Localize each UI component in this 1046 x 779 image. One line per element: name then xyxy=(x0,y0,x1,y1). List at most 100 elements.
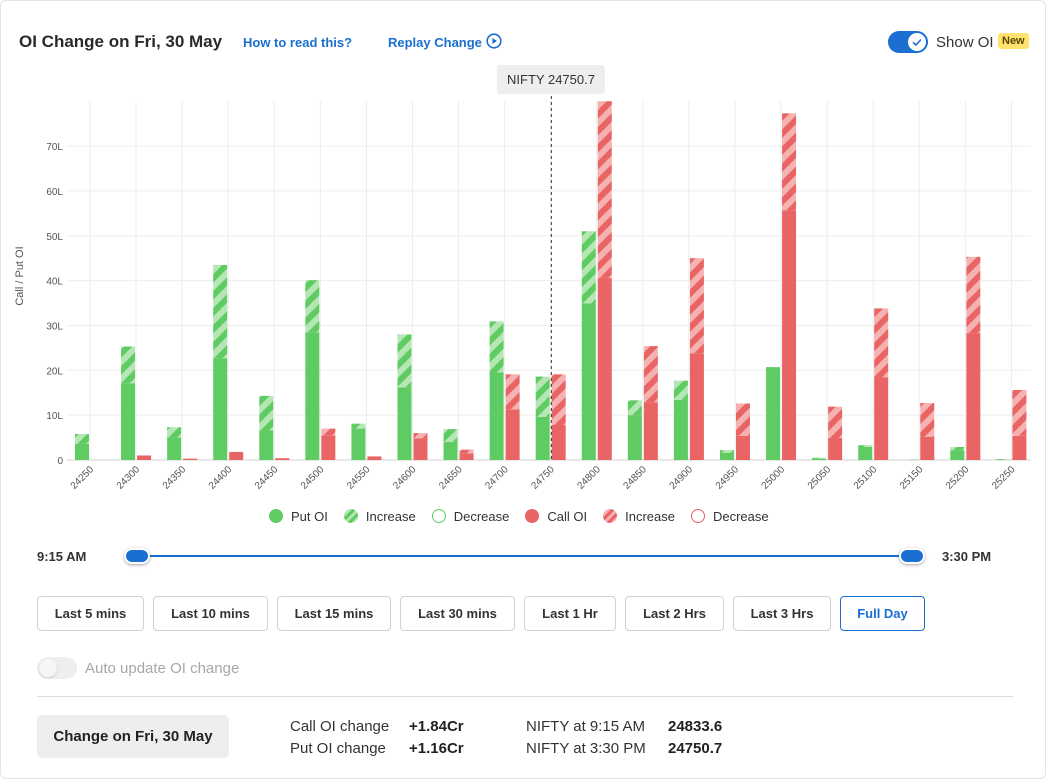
auto-update-toggle[interactable] xyxy=(37,657,77,679)
bar-put-increase-24300[interactable] xyxy=(121,346,136,384)
bar-put-oi-24500[interactable] xyxy=(305,332,320,460)
bar-call-oi-24400[interactable] xyxy=(229,451,244,460)
bar-put-oi-24850[interactable] xyxy=(627,415,642,460)
bar-put-oi-24350[interactable] xyxy=(167,437,182,460)
bar-put-oi-24450[interactable] xyxy=(259,430,274,460)
bar-call-increase-24900[interactable] xyxy=(689,258,704,354)
bar-put-oi-24250[interactable] xyxy=(75,443,89,460)
bar-put-increase-24650[interactable] xyxy=(443,429,458,443)
bar-put-oi-24800[interactable] xyxy=(581,303,596,460)
bar-call-increase-24950[interactable] xyxy=(735,403,750,436)
bar-call-oi-24350[interactable] xyxy=(183,458,198,460)
bar-call-oi-24700[interactable] xyxy=(505,409,520,460)
bar-put-increase-25250[interactable] xyxy=(996,459,1011,460)
bar-put-increase-25050[interactable] xyxy=(812,457,827,459)
bar-call-oi-24500[interactable] xyxy=(321,435,336,460)
bar-call-increase-25150[interactable] xyxy=(920,403,935,437)
bar-put-increase-24450[interactable] xyxy=(259,395,274,431)
bar-call-increase-25100[interactable] xyxy=(874,308,889,378)
bar-call-increase-25200[interactable] xyxy=(966,256,981,334)
bar-put-increase-24900[interactable] xyxy=(673,380,688,400)
bar-put-oi-24400[interactable] xyxy=(213,358,228,460)
bar-put-oi-24700[interactable] xyxy=(489,372,504,460)
bar-put-increase-25100[interactable] xyxy=(858,445,873,447)
bar-call-oi-25000[interactable] xyxy=(782,210,797,460)
bar-put-increase-24500[interactable] xyxy=(305,280,320,333)
bar-call-oi-25250[interactable] xyxy=(1012,435,1027,460)
bar-put-oi-25100[interactable] xyxy=(858,446,873,460)
bar-put-oi-24600[interactable] xyxy=(397,387,412,460)
play-circle-icon[interactable] xyxy=(486,33,502,49)
change-date-button[interactable]: Change on Fri, 30 May xyxy=(37,715,229,758)
slider-end-handle[interactable] xyxy=(899,548,925,564)
bar-put-increase-24800[interactable] xyxy=(581,231,596,304)
bar-put-increase-24550[interactable] xyxy=(351,423,366,429)
bar-put-increase-25200[interactable] xyxy=(950,446,965,451)
range-last-15-mins[interactable]: Last 15 mins xyxy=(277,596,391,631)
legend-item-put-hatch[interactable]: Increase xyxy=(343,509,416,524)
range-full-day[interactable]: Full Day xyxy=(840,596,925,631)
legend-item-call-solid[interactable]: Call OI xyxy=(525,509,587,524)
bar-call-increase-24650[interactable] xyxy=(459,449,474,454)
bar-call-oi-24800[interactable] xyxy=(597,277,612,460)
bar-call-increase-25050[interactable] xyxy=(828,406,843,439)
time-slider-track[interactable] xyxy=(137,555,913,557)
bar-call-oi-25050[interactable] xyxy=(828,438,843,460)
range-last-5-mins[interactable]: Last 5 mins xyxy=(37,596,144,631)
bar-call-oi-25100[interactable] xyxy=(874,377,889,460)
legend-label: Decrease xyxy=(453,508,510,524)
legend-item-call-outline[interactable]: Decrease xyxy=(690,509,769,524)
bar-put-oi-25000[interactable] xyxy=(766,367,781,460)
bar-call-increase-24800[interactable] xyxy=(597,101,612,278)
bar-call-oi-25200[interactable] xyxy=(966,333,981,460)
range-last-2-hrs[interactable]: Last 2 Hrs xyxy=(625,596,724,631)
replay-change-link[interactable]: Replay Change xyxy=(388,35,482,50)
bar-call-increase-25250[interactable] xyxy=(1012,390,1027,436)
bar-call-oi-24600[interactable] xyxy=(413,438,428,460)
bar-call-oi-24900[interactable] xyxy=(689,353,704,460)
check-icon xyxy=(912,38,922,47)
bar-call-increase-24850[interactable] xyxy=(643,346,658,403)
bar-call-oi-24300[interactable] xyxy=(137,455,152,460)
bar-put-increase-24250[interactable] xyxy=(75,433,89,444)
bar-put-oi-24950[interactable] xyxy=(719,452,734,460)
bar-put-oi-24300[interactable] xyxy=(121,383,136,460)
bar-put-oi-25050[interactable] xyxy=(812,458,827,460)
bar-call-increase-25000[interactable] xyxy=(782,113,797,211)
bar-put-increase-24700[interactable] xyxy=(489,321,504,373)
bar-call-oi-24850[interactable] xyxy=(643,402,658,460)
bar-call-increase-24500[interactable] xyxy=(321,428,336,436)
bar-call-oi-24650[interactable] xyxy=(459,453,474,460)
legend-item-put-solid[interactable]: Put OI xyxy=(269,509,328,524)
call-oi-change-value: +1.84Cr xyxy=(409,718,464,735)
range-last-3-hrs[interactable]: Last 3 Hrs xyxy=(733,596,831,631)
bar-put-oi-24900[interactable] xyxy=(673,399,688,460)
slider-start-handle[interactable] xyxy=(124,548,150,564)
range-last-10-mins[interactable]: Last 10 mins xyxy=(153,596,268,631)
bar-call-oi-25150[interactable] xyxy=(920,436,935,460)
bar-call-oi-24450[interactable] xyxy=(275,458,290,460)
bar-call-increase-24750[interactable] xyxy=(551,374,566,426)
legend-swatch-icon xyxy=(431,509,446,523)
bar-put-oi-25200[interactable] xyxy=(950,450,965,460)
bar-call-oi-24750[interactable] xyxy=(551,425,566,460)
bar-call-increase-24700[interactable] xyxy=(505,374,520,410)
range-last-1-hr[interactable]: Last 1 Hr xyxy=(524,596,616,631)
bar-call-oi-24550[interactable] xyxy=(367,456,382,460)
bar-put-increase-24400[interactable] xyxy=(213,264,228,359)
how-to-read-link[interactable]: How to read this? xyxy=(243,35,353,50)
bar-put-increase-24750[interactable] xyxy=(535,376,550,417)
show-oi-toggle[interactable] xyxy=(888,31,928,53)
bar-call-oi-24950[interactable] xyxy=(735,435,750,460)
bar-put-oi-24750[interactable] xyxy=(535,416,550,460)
range-last-30-mins[interactable]: Last 30 mins xyxy=(400,596,515,631)
bar-put-increase-24600[interactable] xyxy=(397,334,412,388)
bar-put-oi-24650[interactable] xyxy=(443,442,458,460)
bar-put-increase-24350[interactable] xyxy=(167,427,182,438)
legend-item-call-hatch[interactable]: Increase xyxy=(603,509,675,524)
bar-put-increase-24850[interactable] xyxy=(627,400,642,416)
legend-item-put-outline[interactable]: Decrease xyxy=(431,508,510,524)
bar-call-increase-24600[interactable] xyxy=(413,433,428,439)
bar-put-increase-24950[interactable] xyxy=(719,450,734,453)
bar-put-oi-24550[interactable] xyxy=(351,428,366,460)
